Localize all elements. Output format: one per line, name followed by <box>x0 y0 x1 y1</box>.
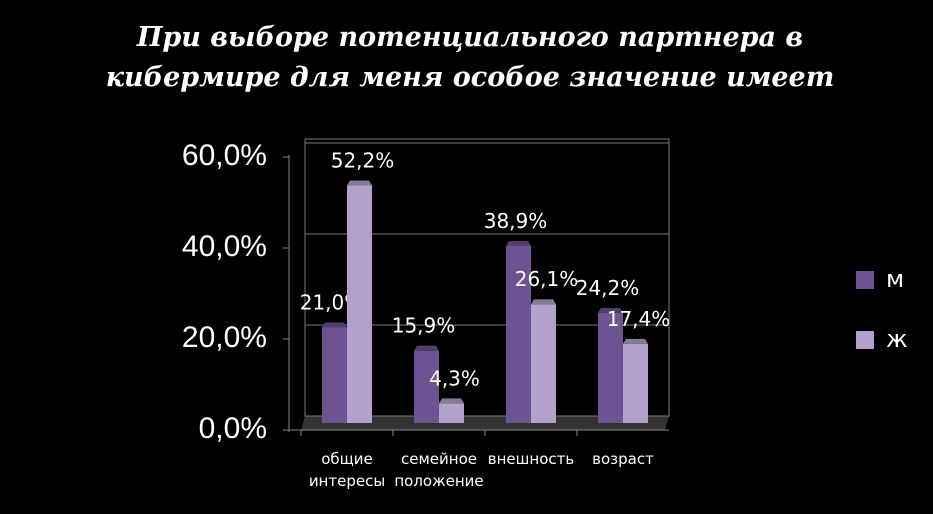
value-label: 4,3% <box>429 366 480 390</box>
chart-title: При выборе потенциального партнера в киб… <box>105 22 835 93</box>
bar-top <box>598 307 623 313</box>
bar-top <box>623 338 648 344</box>
floor <box>301 416 669 430</box>
legend-swatch <box>856 331 874 349</box>
value-label: 15,9% <box>392 314 456 338</box>
y-tick-label: 20,0% <box>182 321 267 354</box>
bar <box>623 343 648 423</box>
value-label: 26,1% <box>515 267 579 291</box>
value-label: 38,9% <box>484 209 548 233</box>
value-label: 17,4% <box>607 307 671 331</box>
value-label: 24,2% <box>576 276 640 300</box>
legend-label: ж <box>886 325 908 353</box>
x-tick-label: семейное положение <box>394 450 484 490</box>
bar <box>506 246 531 423</box>
y-tick-label: 40,0% <box>182 230 267 263</box>
y-tick-label: 0,0% <box>199 412 267 445</box>
bar-top <box>531 299 556 305</box>
bar <box>598 312 623 423</box>
x-tick-label: внешность <box>487 450 575 468</box>
bar <box>347 185 372 423</box>
bar-top <box>506 241 531 247</box>
y-tick-label: 60,0% <box>182 139 267 172</box>
legend-swatch <box>856 271 874 289</box>
bar <box>531 304 556 423</box>
bar-top <box>347 180 372 186</box>
bar <box>414 350 439 423</box>
x-tick-label: общие интересы <box>308 450 386 490</box>
x-tick-label: возраст <box>592 450 654 468</box>
bar <box>439 403 464 423</box>
bar-top <box>414 345 439 351</box>
legend-label: м <box>886 265 904 293</box>
bar <box>322 327 347 423</box>
bar-top <box>439 398 464 404</box>
bar-top <box>322 322 347 328</box>
value-label: 52,2% <box>331 148 395 172</box>
